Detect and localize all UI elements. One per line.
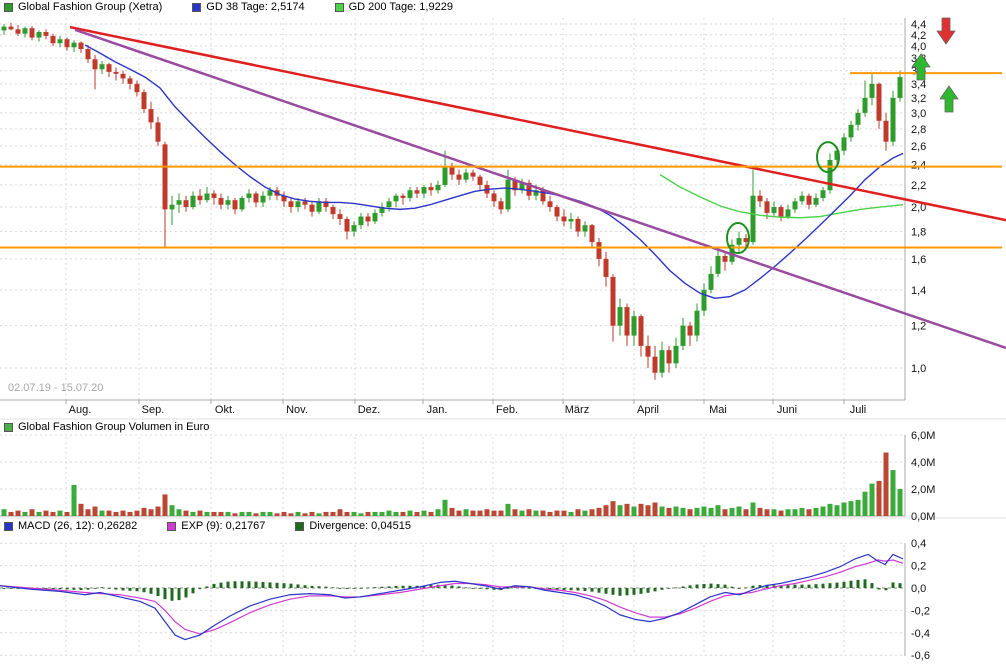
svg-text:-0,4: -0,4 bbox=[911, 628, 930, 640]
svg-text:1,6: 1,6 bbox=[911, 254, 926, 266]
macd-legend-macd: MACD (26, 12): 0,26282 bbox=[4, 520, 137, 532]
svg-text:Juli: Juli bbox=[850, 404, 867, 416]
svg-text:0,4: 0,4 bbox=[911, 538, 926, 550]
svg-text:3,2: 3,2 bbox=[911, 93, 926, 105]
svg-text:2,0: 2,0 bbox=[911, 202, 926, 214]
volume-label: Global Fashion Group Volumen in Euro bbox=[18, 421, 210, 433]
svg-text:1,8: 1,8 bbox=[911, 227, 926, 239]
svg-text:Sep.: Sep. bbox=[142, 404, 165, 416]
price-legend-gd38: GD 38 Tage: 2,5174 bbox=[192, 1, 305, 13]
gd200-label: GD 200 Tage: 1,9229 bbox=[348, 1, 453, 13]
svg-text:2,2: 2,2 bbox=[911, 180, 926, 192]
exp-label: EXP (9): 0,21767 bbox=[181, 520, 266, 532]
svg-text:4,0M: 4,0M bbox=[911, 457, 935, 469]
gd38-label: GD 38 Tage: 2,5174 bbox=[206, 1, 305, 13]
svg-text:-0,2: -0,2 bbox=[911, 605, 930, 617]
svg-text:1,4: 1,4 bbox=[911, 285, 926, 297]
gd38-icon bbox=[192, 2, 202, 12]
macd-label: MACD (26, 12): 0,26282 bbox=[18, 520, 138, 532]
svg-text:2,8: 2,8 bbox=[911, 124, 926, 136]
date-range-label: 02.07.19 - 15.07.20 bbox=[8, 382, 104, 394]
macd-legend-exp: EXP (9): 0,21767 bbox=[167, 520, 265, 532]
svg-text:Feb.: Feb. bbox=[496, 404, 518, 416]
svg-text:Juni: Juni bbox=[777, 404, 797, 416]
macd-legend-div: Divergence: 0,04515 bbox=[295, 520, 411, 532]
svg-text:Dez.: Dez. bbox=[358, 404, 381, 416]
volume-legend: Global Fashion Group Volumen in Euro bbox=[4, 421, 209, 433]
series-icon bbox=[4, 2, 13, 12]
svg-text:4,2: 4,2 bbox=[911, 30, 926, 42]
series-label: Global Fashion Group (Xetra) bbox=[18, 1, 163, 13]
svg-text:6,0M: 6,0M bbox=[911, 430, 935, 442]
macd-icon bbox=[4, 521, 13, 531]
svg-text:Mai: Mai bbox=[709, 404, 727, 416]
price-legend-gd200: GD 200 Tage: 1,9229 bbox=[334, 1, 453, 13]
exp-icon bbox=[167, 521, 177, 531]
svg-text:4,0: 4,0 bbox=[911, 41, 926, 53]
gd200-icon bbox=[334, 2, 344, 12]
svg-text:Aug.: Aug. bbox=[69, 404, 92, 416]
svg-text:0,2: 0,2 bbox=[911, 561, 926, 573]
divergence-label: Divergence: 0,04515 bbox=[309, 520, 411, 532]
svg-text:2,6: 2,6 bbox=[911, 141, 926, 153]
svg-text:April: April bbox=[637, 404, 659, 416]
svg-text:-0,6: -0,6 bbox=[911, 650, 930, 662]
svg-text:1,2: 1,2 bbox=[911, 321, 926, 333]
svg-text:1,0: 1,0 bbox=[911, 363, 926, 375]
svg-text:Jan.: Jan. bbox=[427, 404, 448, 416]
svg-text:0,0M: 0,0M bbox=[911, 511, 935, 523]
svg-text:2,0M: 2,0M bbox=[911, 484, 935, 496]
svg-text:3,4: 3,4 bbox=[911, 79, 926, 91]
svg-text:4,4: 4,4 bbox=[911, 19, 926, 31]
volume-icon bbox=[4, 422, 13, 432]
volume-legend-item: Global Fashion Group Volumen in Euro bbox=[4, 421, 209, 433]
price-legend: Global Fashion Group (Xetra) GD 38 Tage:… bbox=[4, 1, 453, 13]
svg-text:0,0: 0,0 bbox=[911, 583, 926, 595]
svg-text:Okt.: Okt. bbox=[215, 404, 235, 416]
svg-text:Nov.: Nov. bbox=[286, 404, 308, 416]
divergence-icon bbox=[295, 521, 305, 531]
svg-text:März: März bbox=[565, 404, 589, 416]
svg-text:3,0: 3,0 bbox=[911, 108, 926, 120]
macd-legend: MACD (26, 12): 0,26282 EXP (9): 0,21767 … bbox=[4, 520, 411, 532]
price-legend-series: Global Fashion Group (Xetra) bbox=[4, 1, 162, 13]
